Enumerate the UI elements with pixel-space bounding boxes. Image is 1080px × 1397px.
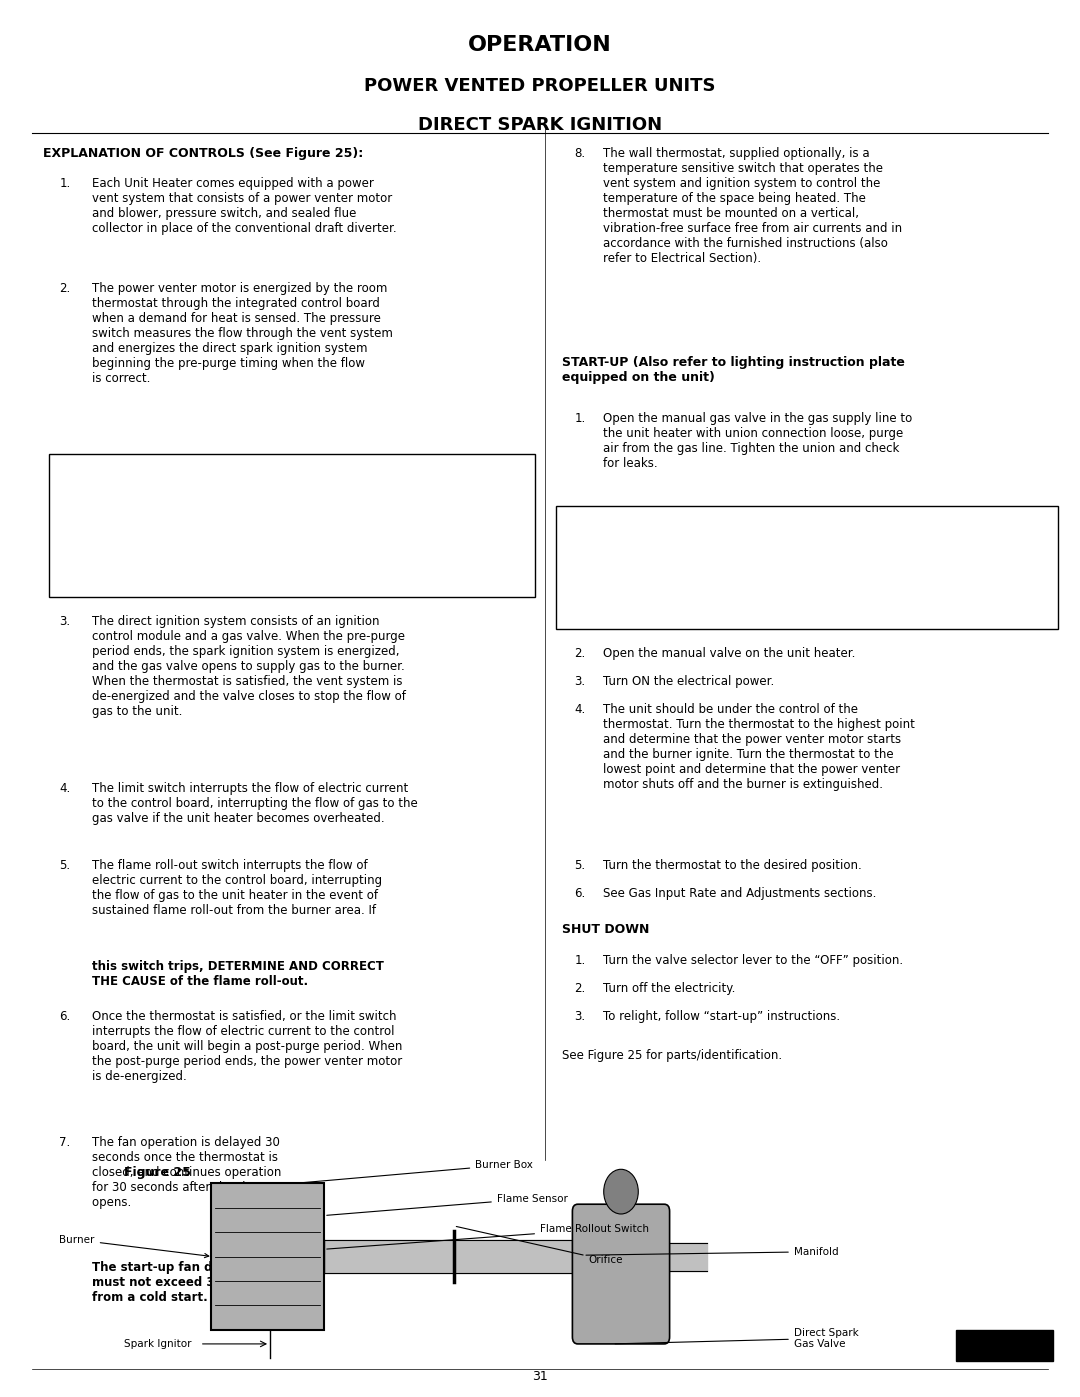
Text: 3.: 3.: [59, 615, 70, 627]
Text: 1.: 1.: [575, 954, 585, 967]
Text: 5.: 5.: [575, 859, 585, 872]
Text: 2.: 2.: [575, 647, 585, 659]
Text: Manifold: Manifold: [586, 1246, 838, 1257]
Text: The fan operation is delayed 30
seconds once the thermostat is
closed, and conti: The fan operation is delayed 30 seconds …: [92, 1136, 302, 1208]
Text: 4.: 4.: [59, 782, 70, 795]
Text: Orifice: Orifice: [457, 1227, 623, 1266]
Text: Spark Ignitor: Spark Ignitor: [124, 1338, 192, 1350]
Text: Open the manual valve on the unit heater.: Open the manual valve on the unit heater…: [603, 647, 855, 659]
Text: 2.: 2.: [59, 282, 70, 295]
Text: The power venter motor is energized by the room
thermostat through the integrate: The power venter motor is energized by t…: [92, 282, 393, 386]
Text: The direct ignition system consists of an ignition
control module and a gas valv: The direct ignition system consists of a…: [92, 615, 406, 718]
Bar: [211, 1183, 324, 1330]
Text: 2.: 2.: [575, 982, 585, 995]
Text: D6929c: D6929c: [983, 1340, 1026, 1351]
Text: The limit switch interrupts the flow of electric current
to the control board, i: The limit switch interrupts the flow of …: [92, 782, 418, 826]
Text: Turn off the electricity.: Turn off the electricity.: [603, 982, 735, 995]
Text: 1.: 1.: [575, 412, 585, 425]
Text: 8.: 8.: [575, 147, 585, 159]
Text: The wall thermostat, supplied optionally, is a
temperature sensitive switch that: The wall thermostat, supplied optionally…: [603, 147, 902, 264]
Text: this switch trips, DETERMINE AND CORRECT
THE CAUSE of the flame roll-out.: this switch trips, DETERMINE AND CORRECT…: [92, 960, 383, 988]
FancyBboxPatch shape: [572, 1204, 670, 1344]
Text: 4.: 4.: [575, 703, 585, 715]
Text: 5.: 5.: [59, 859, 70, 872]
Text: Direct Spark
Gas Valve: Direct Spark Gas Valve: [616, 1327, 859, 1350]
Text: 1.: 1.: [59, 177, 70, 190]
Text: Never use an open flame to detect
gas leaks. Explosive conditions may exist whic: Never use an open flame to detect gas le…: [567, 524, 885, 573]
Text: 3.: 3.: [575, 1010, 585, 1023]
Text: See Gas Input Rate and Adjustments sections.: See Gas Input Rate and Adjustments secti…: [603, 887, 876, 900]
Text: The unit should be under the control of the
thermostat. Turn the thermostat to t: The unit should be under the control of …: [603, 703, 915, 791]
FancyBboxPatch shape: [49, 454, 535, 597]
Text: Flame Rollout Switch: Flame Rollout Switch: [327, 1224, 649, 1249]
Text: The pressure switch MUST
NOT be bypassed. The unit MUST NOT be fired
unless the : The pressure switch MUST NOT be bypassed…: [63, 472, 383, 539]
Text: The start-up fan delay
must not exceed 30 seconds
from a cold start.: The start-up fan delay must not exceed 3…: [92, 1261, 281, 1305]
Text: OPERATION: OPERATION: [468, 35, 612, 54]
Text: DIRECT SPARK IGNITION: DIRECT SPARK IGNITION: [418, 116, 662, 134]
Text: To relight, follow “start-up” instructions.: To relight, follow “start-up” instructio…: [603, 1010, 840, 1023]
Text: 31: 31: [532, 1370, 548, 1383]
Text: ⚠WARNING: ⚠WARNING: [567, 524, 637, 534]
Text: Turn ON the electrical power.: Turn ON the electrical power.: [603, 675, 774, 687]
Text: 7.: 7.: [59, 1136, 70, 1148]
Text: SHUT DOWN: SHUT DOWN: [562, 923, 649, 936]
Text: Flame Sensor: Flame Sensor: [327, 1193, 568, 1215]
FancyBboxPatch shape: [556, 506, 1058, 629]
Text: ⚠WARNING: ⚠WARNING: [63, 472, 133, 482]
Text: 6.: 6.: [59, 1010, 70, 1023]
Text: Figure 25: Figure 25: [124, 1166, 191, 1179]
Text: Turn the thermostat to the desired position.: Turn the thermostat to the desired posit…: [603, 859, 862, 872]
Text: EXPLANATION OF CONTROLS (See Figure 25):: EXPLANATION OF CONTROLS (See Figure 25):: [43, 147, 364, 159]
Text: Burner: Burner: [59, 1235, 208, 1257]
Text: Open the manual gas valve in the gas supply line to
the unit heater with union c: Open the manual gas valve in the gas sup…: [603, 412, 912, 471]
Bar: [956, 1330, 1053, 1361]
Circle shape: [604, 1169, 638, 1214]
Text: Once the thermostat is satisfied, or the limit switch
interrupts the flow of ele: Once the thermostat is satisfied, or the…: [92, 1010, 402, 1083]
Text: Each Unit Heater comes equipped with a power
vent system that consists of a powe: Each Unit Heater comes equipped with a p…: [92, 177, 396, 236]
Text: POWER VENTED PROPELLER UNITS: POWER VENTED PROPELLER UNITS: [364, 77, 716, 95]
Text: 3.: 3.: [575, 675, 585, 687]
Text: START-UP (Also refer to lighting instruction plate
equipped on the unit): START-UP (Also refer to lighting instruc…: [562, 356, 904, 384]
Text: Turn the valve selector lever to the “OFF” position.: Turn the valve selector lever to the “OF…: [603, 954, 903, 967]
Text: Burner Box: Burner Box: [298, 1160, 534, 1183]
Text: 6.: 6.: [575, 887, 585, 900]
Text: The flame roll-out switch interrupts the flow of
electric current to the control: The flame roll-out switch interrupts the…: [92, 859, 382, 918]
Text: See Figure 25 for parts/identification.: See Figure 25 for parts/identification.: [562, 1049, 782, 1062]
